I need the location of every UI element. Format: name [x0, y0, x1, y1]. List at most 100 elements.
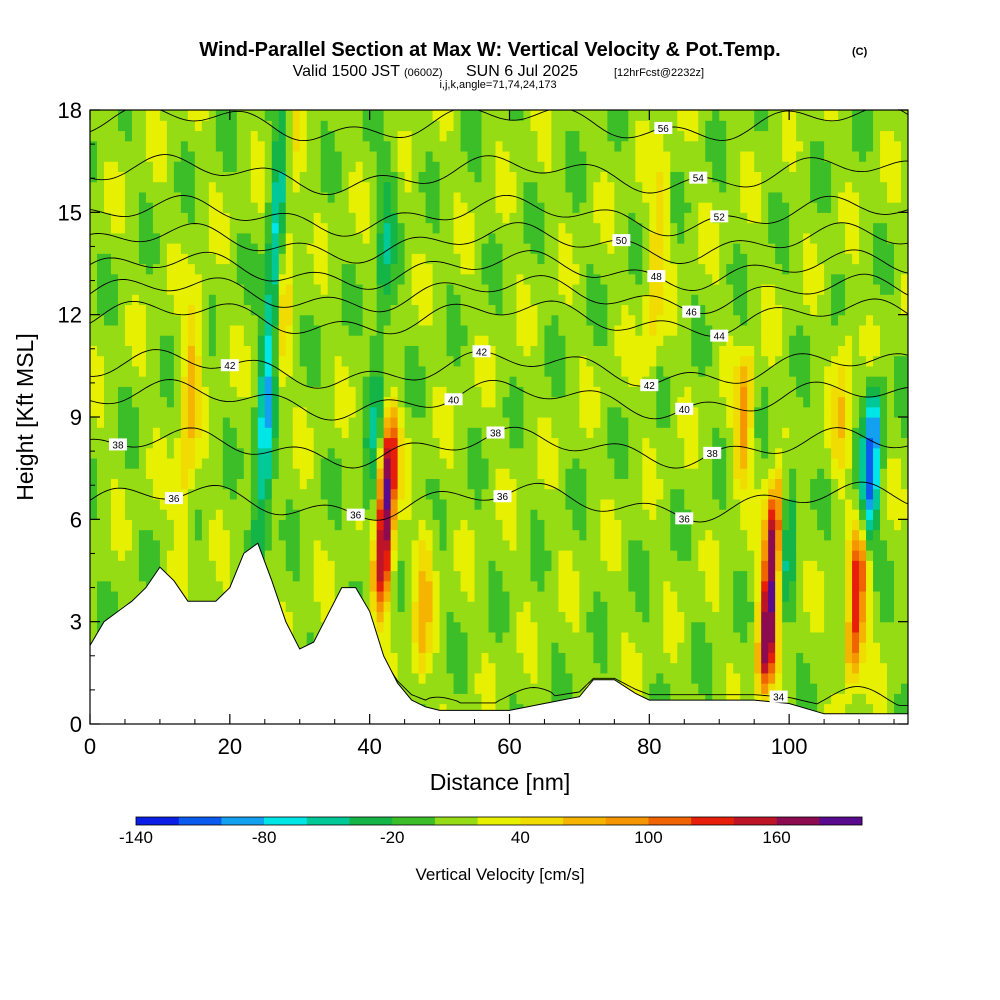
velocity-cell — [481, 222, 490, 234]
velocity-cell — [264, 120, 273, 132]
velocity-cell — [194, 243, 203, 254]
velocity-cell — [523, 642, 532, 653]
velocity-cell — [621, 417, 629, 428]
velocity-cell — [537, 611, 546, 623]
velocity-cell — [90, 386, 98, 398]
velocity-cell — [446, 652, 455, 664]
velocity-cell — [201, 243, 210, 254]
velocity-cell — [558, 304, 567, 316]
velocity-cell — [397, 519, 406, 531]
velocity-cell — [663, 253, 671, 265]
velocity-cell — [159, 191, 168, 203]
velocity-cell — [642, 324, 650, 336]
velocity-cell — [215, 222, 224, 234]
velocity-cell — [635, 161, 643, 172]
velocity-cell — [495, 570, 504, 582]
velocity-cell — [306, 222, 315, 234]
velocity-cell — [516, 273, 525, 285]
velocity-cell — [642, 130, 650, 142]
velocity-cell — [90, 519, 98, 531]
velocity-cell — [432, 396, 441, 408]
velocity-cell — [397, 345, 406, 357]
velocity-cell — [593, 294, 601, 306]
velocity-cell — [103, 519, 112, 531]
velocity-cell — [362, 314, 371, 326]
velocity-cell — [313, 171, 322, 183]
velocity-cell — [110, 150, 119, 162]
velocity-cell — [103, 580, 112, 592]
velocity-cell — [537, 509, 546, 520]
velocity-cell — [285, 304, 294, 316]
velocity-cell — [481, 560, 490, 572]
velocity-cell — [194, 427, 203, 439]
velocity-cell — [334, 140, 343, 152]
velocity-cell — [593, 457, 601, 469]
velocity-cell — [523, 202, 532, 213]
velocity-cell — [313, 222, 322, 234]
velocity-cell — [481, 181, 490, 193]
velocity-cell — [103, 304, 112, 316]
velocity-cell — [152, 355, 161, 367]
velocity-cell — [614, 509, 622, 520]
velocity-cell — [194, 437, 203, 449]
velocity-cell — [299, 253, 308, 265]
velocity-cell — [467, 150, 476, 162]
velocity-cell — [600, 335, 608, 346]
velocity-cell — [313, 601, 322, 613]
velocity-cell — [383, 120, 392, 132]
velocity-cell — [635, 283, 643, 295]
velocity-cell — [453, 509, 462, 520]
velocity-cell — [145, 222, 154, 234]
velocity-cell — [243, 498, 252, 510]
velocity-cell — [250, 417, 259, 428]
velocity-cell — [376, 314, 385, 326]
velocity-cell — [509, 396, 518, 408]
velocity-cell — [586, 611, 594, 623]
velocity-cell — [180, 273, 189, 285]
velocity-cell — [138, 447, 147, 459]
velocity-cell — [215, 243, 224, 254]
velocity-cell — [103, 253, 112, 265]
velocity-cell — [572, 560, 580, 572]
velocity-cell — [187, 570, 196, 582]
velocity-cell — [355, 314, 364, 326]
velocity-cell — [355, 498, 364, 510]
velocity-cell — [453, 191, 462, 203]
velocity-cell — [453, 273, 462, 285]
velocity-cell — [432, 120, 441, 132]
velocity-cell — [425, 601, 434, 613]
velocity-cell — [509, 457, 518, 469]
velocity-cell — [481, 550, 490, 561]
velocity-cell — [404, 222, 413, 234]
velocity-cell — [481, 437, 490, 449]
velocity-cell — [628, 672, 636, 684]
velocity-cell — [530, 693, 539, 705]
velocity-cell — [208, 457, 217, 469]
velocity-cell — [656, 631, 664, 643]
velocity-cell — [446, 335, 455, 346]
velocity-cell — [369, 181, 378, 193]
velocity-cell — [194, 212, 203, 224]
velocity-cell — [523, 150, 532, 162]
velocity-cell — [138, 376, 147, 387]
velocity-cell — [481, 243, 490, 254]
velocity-cell — [355, 488, 364, 500]
velocity-cell — [481, 427, 490, 439]
velocity-cell — [593, 509, 601, 520]
velocity-cell — [180, 243, 189, 254]
velocity-cell — [194, 396, 203, 408]
velocity-cell — [404, 314, 413, 326]
velocity-cell — [411, 304, 420, 316]
velocity-cell — [418, 406, 427, 418]
velocity-cell — [229, 365, 238, 377]
velocity-cell — [614, 140, 622, 152]
velocity-cell — [509, 130, 518, 142]
velocity-cell — [516, 457, 525, 469]
velocity-cell — [390, 120, 399, 132]
velocity-cell — [285, 283, 294, 295]
velocity-cell — [362, 386, 371, 398]
velocity-cell — [481, 529, 490, 541]
velocity-cell — [292, 570, 301, 582]
velocity-cell — [348, 191, 357, 203]
velocity-cell — [271, 406, 280, 418]
